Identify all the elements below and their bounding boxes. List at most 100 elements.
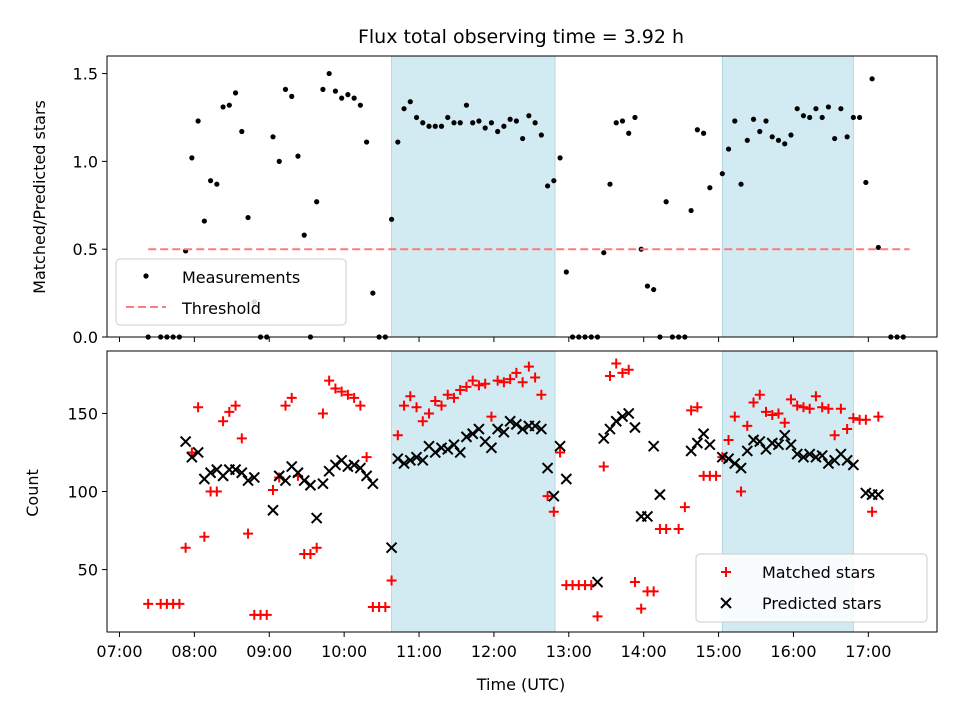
matched-star-point: [748, 397, 759, 408]
matched-star-point: [817, 402, 828, 413]
measurement-point: [850, 114, 856, 121]
measurement-point: [744, 137, 750, 143]
measurement-point: [688, 207, 694, 214]
y-tick-label: 0.5: [73, 240, 98, 259]
matched-star-point: [754, 389, 765, 400]
matched-star-point: [473, 380, 484, 391]
measurement-point: [438, 123, 445, 129]
predicted-star-point: [604, 423, 616, 435]
matched-star-point: [430, 395, 441, 406]
predicted-star-point: [722, 453, 735, 465]
matched-star-point: [617, 367, 628, 378]
legend-marker: [720, 597, 732, 609]
measurement-point: [495, 128, 501, 135]
predicted-star-point: [504, 415, 516, 427]
legend-box: [695, 553, 928, 623]
measurement-point: [463, 102, 470, 108]
predicted-star-point: [785, 438, 797, 451]
measurement-point: [863, 179, 869, 186]
top-y-ticks: 0.0 0.5 1.0 1.5: [73, 65, 107, 347]
predicted-star-point: [704, 438, 716, 451]
predicted-star-point: [616, 410, 629, 423]
predicted-star-point: [535, 423, 548, 435]
measurement-point: [757, 128, 763, 135]
x-tick-label: 07:00: [96, 642, 142, 661]
predicted-star-point: [647, 440, 660, 452]
legend-label: Measurements: [182, 268, 300, 287]
ratio-series: [145, 70, 910, 340]
predicted-star-point: [229, 463, 242, 476]
matched-star-point: [467, 375, 478, 386]
matched-star-point: [455, 385, 466, 396]
matched-star-point: [286, 392, 297, 403]
matched-star-point: [218, 416, 229, 427]
measurement-point: [407, 99, 413, 105]
matched-star-point: [804, 403, 815, 414]
measurement-point: [214, 181, 220, 187]
measurement-point: [345, 92, 351, 98]
x-tick-label: 09:00: [246, 642, 292, 661]
matched-star-point: [211, 486, 222, 497]
measurement-point: [482, 125, 488, 131]
predicted-star-point: [354, 462, 367, 474]
predicted-star-point: [236, 467, 248, 479]
matched-star-point: [860, 414, 871, 425]
measurement-point: [295, 153, 301, 159]
matched-star-point: [692, 402, 703, 413]
measurement-point: [301, 232, 307, 238]
predicted-star-point: [473, 423, 485, 435]
legend-label: Matched stars: [762, 563, 875, 582]
measurement-point: [825, 104, 832, 110]
measurement-point: [470, 120, 476, 126]
predicted-star-point: [803, 448, 816, 460]
matched-star-point: [505, 374, 516, 385]
measurement-point: [476, 118, 482, 124]
predicted-star-point: [641, 510, 654, 523]
measurement-point: [775, 137, 782, 143]
matched-star-point: [399, 400, 410, 411]
predicted-star-point: [448, 438, 460, 451]
predicted-star-point: [460, 431, 473, 443]
predicted-star-point: [541, 462, 554, 474]
measurement-point: [220, 104, 226, 110]
matched-star-point: [867, 506, 878, 517]
matched-star-point: [785, 394, 796, 405]
legend-label: Threshold: [181, 299, 261, 318]
observing-window-band: [721, 55, 854, 338]
measurement-point: [663, 199, 669, 205]
measurement-point: [270, 134, 276, 140]
predicted-star-point: [741, 445, 753, 457]
matched-star-point: [592, 611, 603, 622]
measurement-point: [644, 283, 651, 289]
matched-star-point: [486, 411, 497, 422]
matched-star-point: [829, 430, 840, 441]
matched-star-point: [436, 400, 447, 411]
measurement-point: [457, 120, 463, 126]
matched-star-point: [779, 417, 790, 428]
x-tick-label: 10:00: [321, 642, 367, 661]
matched-star-point: [448, 392, 459, 403]
matched-star-point: [736, 486, 747, 497]
measurement-point: [782, 141, 788, 147]
matched-star-point: [536, 389, 547, 400]
matched-star-point: [355, 400, 366, 411]
matched-star-point: [767, 410, 778, 421]
matched-star-point: [823, 403, 834, 414]
matched-star-point: [311, 542, 322, 553]
measurement-point: [501, 123, 507, 129]
predicted-star-point: [791, 448, 803, 460]
matched-star-point: [555, 447, 566, 458]
predicted-star-point: [697, 428, 710, 440]
matched-star-point: [405, 391, 416, 402]
top-y-axis-label: Matched/Predicted stars: [30, 100, 49, 294]
x-tick-label: 14:00: [621, 642, 667, 661]
x-tick-label: 15:00: [696, 642, 742, 661]
matched-star-point: [598, 461, 609, 472]
top-legend: Measurements Threshold: [115, 258, 347, 326]
predicted-star-point: [847, 459, 860, 471]
matched-star-point: [498, 377, 509, 388]
predicted-star-point: [610, 415, 622, 427]
matched-star-point: [392, 430, 403, 441]
predicted-star-point: [498, 426, 510, 438]
matched-star-point: [180, 542, 191, 553]
